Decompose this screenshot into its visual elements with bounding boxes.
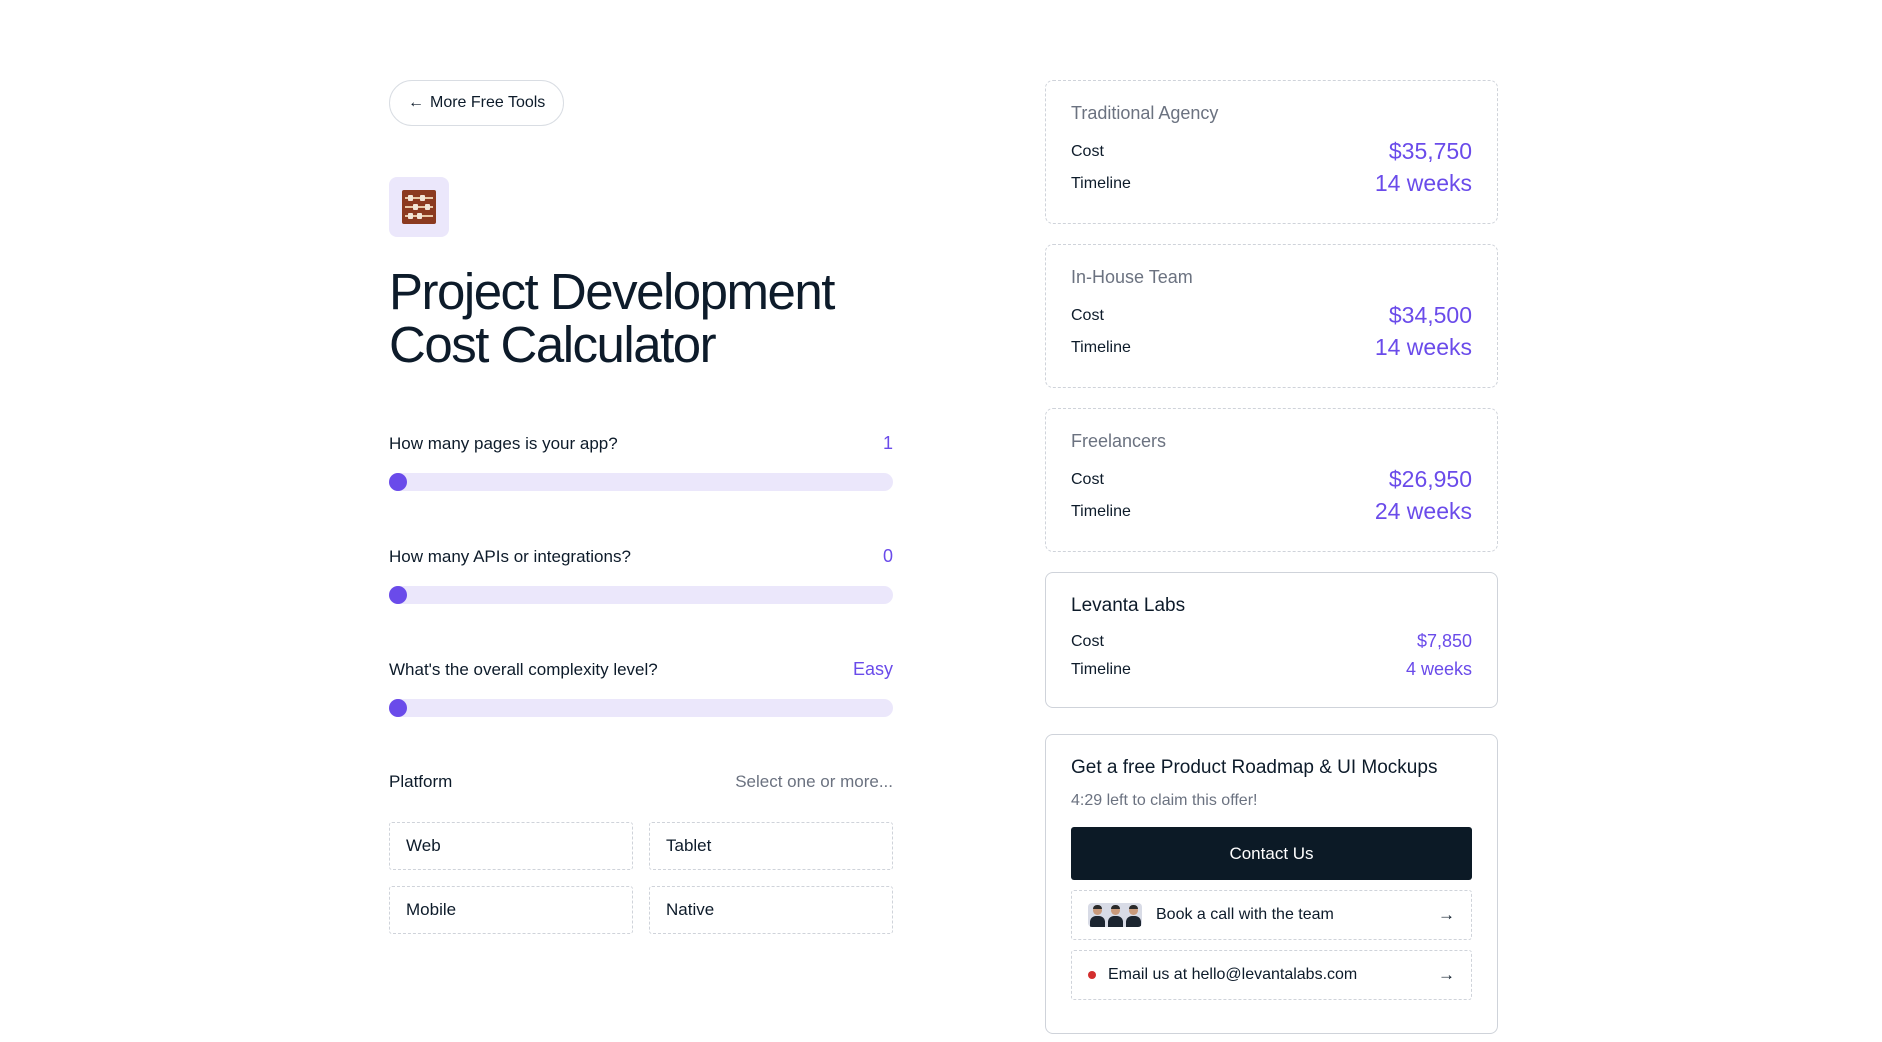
roadmap-offer-card: Get a free Product Roadmap & UI Mockups … [1045,734,1498,1034]
timeline-value: 24 weeks [1374,498,1472,524]
platform-options: Web Tablet Mobile Native [389,822,893,934]
page-title-line-2: Cost Calculator [389,316,717,373]
platform-header: Platform Select one or more... [389,772,893,792]
arrow-left-icon: ← [408,94,424,111]
pages-slider[interactable] [389,473,893,491]
cost-label: Cost [1071,306,1104,324]
timeline-label: Timeline [1071,338,1131,356]
cost-label: Cost [1071,470,1104,488]
complexity-question-label: What's the overall complexity level? [389,659,658,679]
complexity-question: What's the overall complexity level? Eas… [389,659,893,717]
complexity-slider[interactable] [389,699,893,717]
timeline-value: 4 weeks [1405,659,1472,679]
email-us-link[interactable]: Email us at hello@levantalabs.com → [1071,950,1472,1000]
pages-slider-thumb[interactable] [389,473,407,491]
abacus-icon [389,177,449,237]
apis-value: 0 [882,546,893,566]
cost-label: Cost [1071,142,1104,160]
estimate-card-in-house-team: In-House Team Cost $34,500 Timeline 14 w… [1045,244,1498,388]
complexity-slider-thumb[interactable] [389,699,407,717]
more-free-tools-label: More Free Tools [430,94,546,111]
platform-option-tablet[interactable]: Tablet [649,822,893,870]
offer-title: Get a free Product Roadmap & UI Mockups [1071,757,1438,778]
arrow-right-icon: → [1438,965,1455,984]
platform-option-web[interactable]: Web [389,822,633,870]
estimate-card-freelancers: Freelancers Cost $26,950 Timeline 24 wee… [1045,408,1498,552]
apis-slider-thumb[interactable] [389,586,407,604]
pages-value: 1 [882,433,893,453]
book-call-label: Book a call with the team [1156,906,1334,923]
platform-option-mobile[interactable]: Mobile [389,886,633,934]
platform-hint: Select one or more... [735,772,893,791]
timeline-value: 14 weeks [1374,170,1472,196]
avatar [1088,903,1106,927]
cost-value: $7,850 [1416,631,1472,651]
estimate-name: Traditional Agency [1071,103,1219,123]
timeline-label: Timeline [1071,502,1131,520]
cost-label: Cost [1071,632,1104,650]
contact-us-button[interactable]: Contact Us [1071,827,1472,880]
estimate-card-traditional-agency: Traditional Agency Cost $35,750 Timeline… [1045,80,1498,224]
apis-slider[interactable] [389,586,893,604]
complexity-value: Easy [852,659,893,679]
team-avatars [1088,903,1142,927]
timeline-value: 14 weeks [1374,334,1472,360]
cost-value: $34,500 [1388,302,1472,328]
platform-label: Platform [389,772,453,791]
pages-question: How many pages is your app? 1 [389,433,893,491]
email-us-label: Email us at hello@levantalabs.com [1108,966,1358,983]
estimate-name: In-House Team [1071,267,1193,287]
avatar [1124,903,1142,927]
pages-question-label: How many pages is your app? [389,433,618,453]
estimate-name: Freelancers [1071,431,1167,451]
offer-countdown: 4:29 left to claim this offer! [1071,792,1258,809]
apis-question: How many APIs or integrations? 0 [389,546,893,604]
book-call-link[interactable]: Book a call with the team → [1071,890,1472,940]
more-free-tools-button[interactable]: ← More Free Tools [389,80,565,126]
timeline-label: Timeline [1071,174,1131,192]
estimate-name: Levanta Labs [1071,595,1186,616]
apis-question-label: How many APIs or integrations? [389,546,631,566]
timeline-label: Timeline [1071,660,1131,678]
estimate-card-levanta-labs: Levanta Labs Cost $7,850 Timeline 4 week… [1045,572,1498,708]
cost-value: $35,750 [1388,138,1472,164]
status-dot-icon [1088,971,1096,979]
page-title-line-1: Project Development [389,263,835,320]
cost-value: $26,950 [1388,466,1472,492]
page-title: Project Development Cost Calculator [389,265,893,371]
arrow-right-icon: → [1438,905,1455,924]
calculator-panel: ← More Free Tools Project Development Co… [389,80,893,934]
platform-option-native[interactable]: Native [649,886,893,934]
avatar [1106,903,1124,927]
